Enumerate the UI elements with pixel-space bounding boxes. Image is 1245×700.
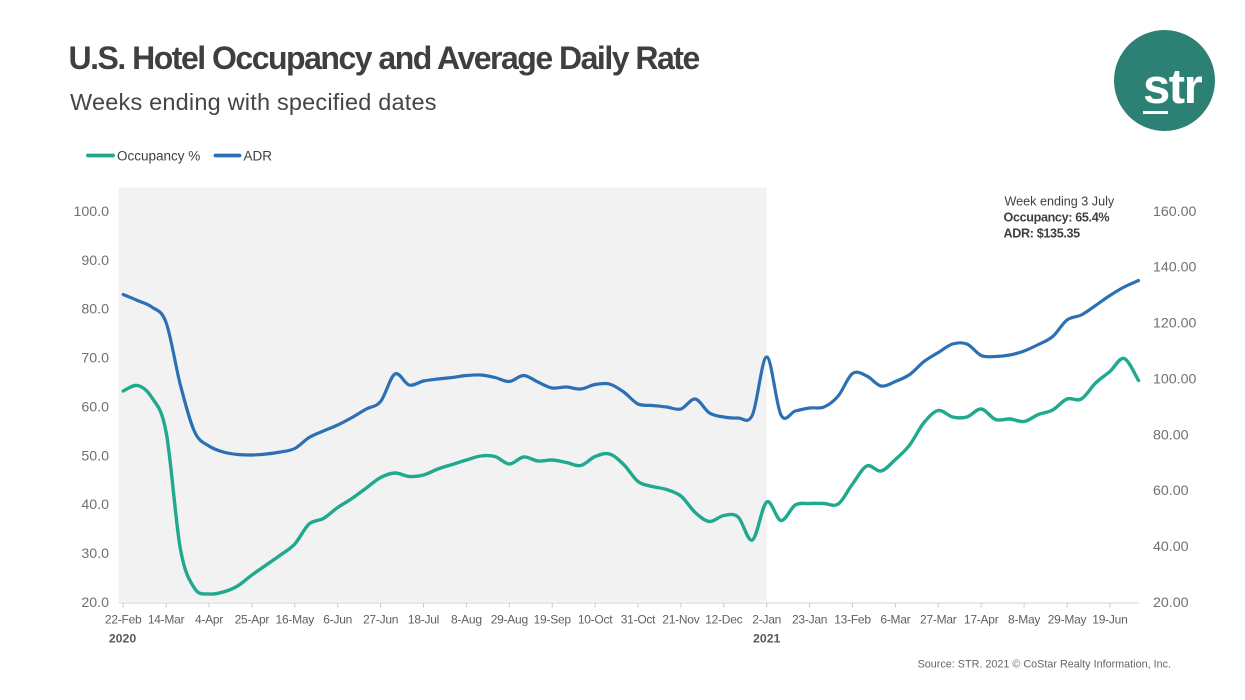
svg-text:18-Jul: 18-Jul bbox=[408, 613, 439, 627]
svg-text:80.00: 80.00 bbox=[1153, 427, 1189, 443]
svg-text:25-Apr: 25-Apr bbox=[235, 613, 270, 627]
svg-text:27-Jun: 27-Jun bbox=[363, 613, 398, 627]
svg-text:10-Oct: 10-Oct bbox=[578, 613, 613, 627]
svg-text:8-Aug: 8-Aug bbox=[451, 613, 482, 627]
svg-text:50.0: 50.0 bbox=[81, 448, 109, 464]
svg-text:20.00: 20.00 bbox=[1153, 595, 1189, 611]
svg-text:ADR: ADR bbox=[244, 149, 273, 164]
svg-text:19-Sep: 19-Sep bbox=[534, 613, 572, 627]
svg-text:6-Mar: 6-Mar bbox=[880, 613, 910, 627]
svg-text:60.0: 60.0 bbox=[81, 399, 109, 415]
svg-text:20.0: 20.0 bbox=[81, 595, 109, 611]
svg-text:40.00: 40.00 bbox=[1153, 539, 1189, 555]
svg-text:14-Mar: 14-Mar bbox=[148, 613, 185, 627]
svg-text:100.0: 100.0 bbox=[73, 204, 109, 220]
svg-text:17-Apr: 17-Apr bbox=[964, 613, 999, 627]
svg-text:100.00: 100.00 bbox=[1153, 371, 1197, 387]
svg-text:80.0: 80.0 bbox=[81, 302, 109, 318]
svg-text:70.0: 70.0 bbox=[81, 351, 109, 367]
svg-text:90.0: 90.0 bbox=[81, 253, 109, 269]
svg-text:30.0: 30.0 bbox=[81, 546, 109, 562]
svg-text:120.00: 120.00 bbox=[1153, 316, 1197, 332]
svg-text:22-Feb: 22-Feb bbox=[105, 613, 142, 627]
svg-text:29-Aug: 29-Aug bbox=[491, 613, 528, 627]
svg-text:29-May: 29-May bbox=[1048, 613, 1087, 627]
svg-text:2-Jan: 2-Jan bbox=[752, 613, 781, 627]
svg-text:Occupancy: 65.4%: Occupancy: 65.4% bbox=[1004, 211, 1110, 225]
svg-text:16-May: 16-May bbox=[276, 613, 315, 627]
svg-text:6-Jun: 6-Jun bbox=[323, 613, 352, 627]
svg-text:13-Feb: 13-Feb bbox=[834, 613, 871, 627]
svg-text:40.0: 40.0 bbox=[81, 497, 109, 513]
svg-text:21-Nov: 21-Nov bbox=[662, 613, 699, 627]
svg-text:2021: 2021 bbox=[753, 632, 781, 646]
svg-text:23-Jan: 23-Jan bbox=[792, 613, 827, 627]
svg-text:140.00: 140.00 bbox=[1153, 260, 1197, 276]
svg-text:ADR: $135.35: ADR: $135.35 bbox=[1004, 227, 1081, 241]
svg-text:160.00: 160.00 bbox=[1153, 204, 1197, 220]
svg-text:Occupancy %: Occupancy % bbox=[117, 149, 200, 164]
svg-text:31-Oct: 31-Oct bbox=[621, 613, 656, 627]
svg-text:Source: STR. 2021 © CoStar Rea: Source: STR. 2021 © CoStar Realty Inform… bbox=[918, 659, 1171, 671]
svg-text:12-Dec: 12-Dec bbox=[705, 613, 742, 627]
svg-text:27-Mar: 27-Mar bbox=[920, 613, 957, 627]
svg-text:19-Jun: 19-Jun bbox=[1092, 613, 1127, 627]
svg-text:4-Apr: 4-Apr bbox=[195, 613, 223, 627]
svg-text:Week ending 3 July: Week ending 3 July bbox=[1005, 195, 1115, 209]
svg-text:8-May: 8-May bbox=[1008, 613, 1040, 627]
svg-text:60.00: 60.00 bbox=[1153, 483, 1189, 499]
svg-text:2020: 2020 bbox=[109, 632, 137, 646]
